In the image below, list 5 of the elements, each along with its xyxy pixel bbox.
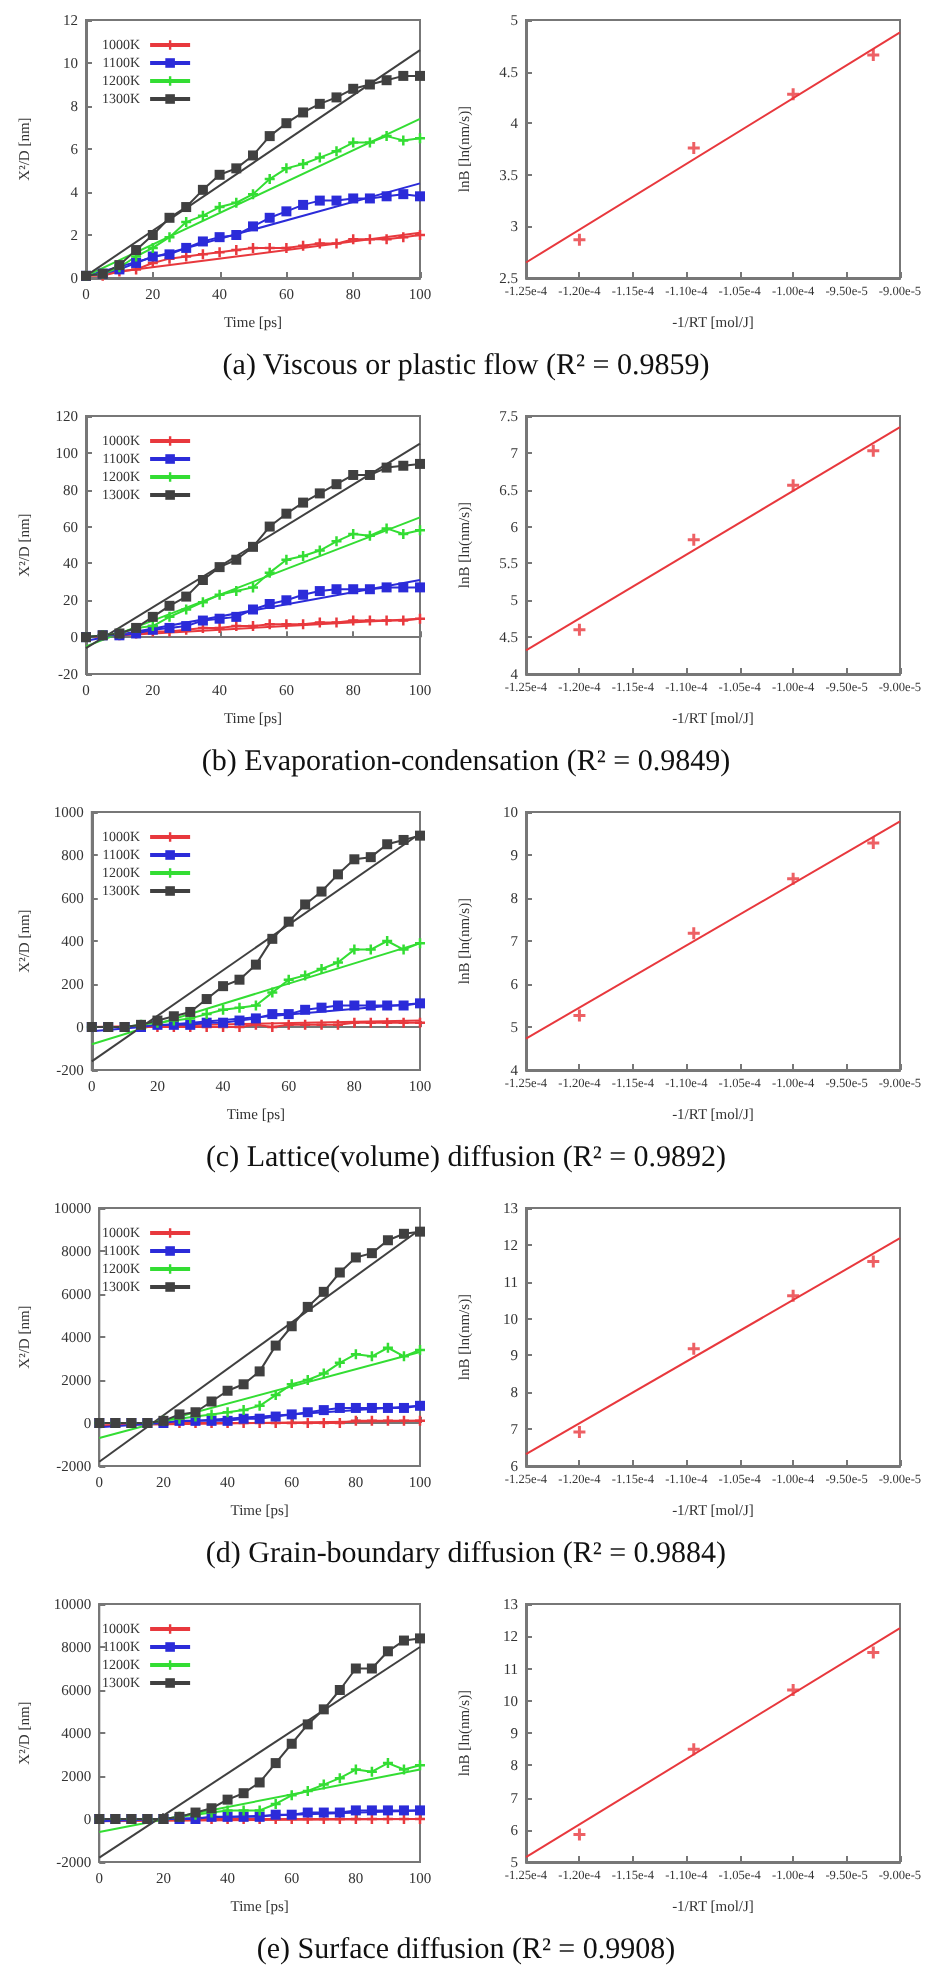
text: (b) Evaporation-condensation (R² = 0.9849) [199,744,733,782]
text: (d) Grain-boundary diffusion (R² = 0.9884) [203,1536,729,1574]
text: (a) Viscous or plastic flow (R² = 0.9859) [220,348,712,386]
text: (c) Lattice(volume) diffusion (R² = 0.9892) [203,1140,729,1178]
text: (e) Surface diffusion (R² = 0.9908) [254,1932,678,1970]
